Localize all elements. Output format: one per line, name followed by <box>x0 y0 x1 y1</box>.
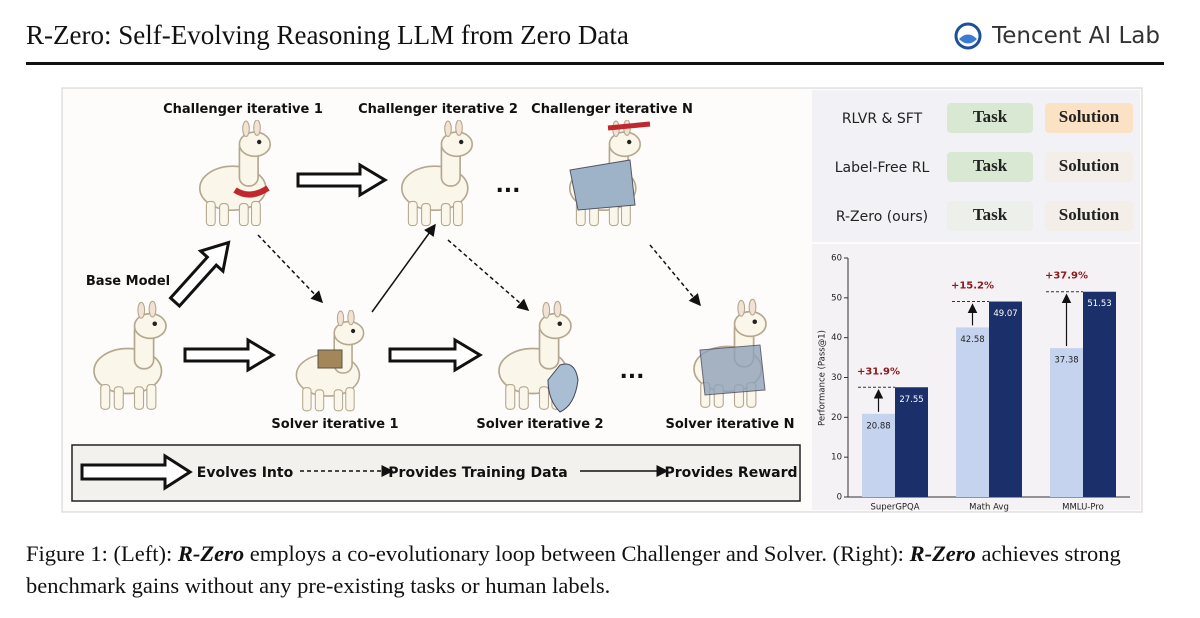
task-label: Task <box>973 156 1008 175</box>
legend-label: Provides Reward <box>664 465 797 481</box>
legend-label: Provides Training Data <box>388 465 567 481</box>
value-label: 51.53 <box>1087 299 1111 309</box>
caption-text: employs a co-evolutionary loop between C… <box>249 541 904 566</box>
legend-evolve-arrow <box>80 453 193 491</box>
task-cell <box>947 201 1033 231</box>
gain-label: +15.2% <box>951 281 994 292</box>
legend-label: Evolves Into <box>197 465 294 481</box>
data-arrow <box>257 234 324 304</box>
armor <box>699 344 766 396</box>
y-tick-label: 60 <box>831 254 842 264</box>
value-label: 49.07 <box>993 309 1017 319</box>
caption-text: achieves strong benchmark gains without … <box>26 541 1121 598</box>
logo: Tencent AI Lab <box>954 22 1160 50</box>
logo-wave <box>959 34 978 44</box>
legend-box <box>71 444 801 502</box>
logo-text: Tencent AI Lab <box>992 23 1160 49</box>
solution-cell <box>1045 152 1133 182</box>
data-arrow <box>649 244 701 307</box>
bar <box>862 413 895 497</box>
evolve-arrow <box>388 337 483 373</box>
logo-icon <box>954 22 982 50</box>
bar <box>956 327 989 497</box>
ellipsis: ... <box>619 359 644 384</box>
solution-cell <box>1045 103 1133 133</box>
y-tick-label: 30 <box>831 373 842 383</box>
value-label: 37.38 <box>1054 356 1078 366</box>
x-tick-label: MMLU-Pro <box>1062 503 1104 513</box>
bar <box>1083 291 1116 497</box>
method-label: R-Zero (ours) <box>836 209 928 225</box>
bar <box>989 301 1022 497</box>
x-tick-label: Math Avg <box>969 503 1009 513</box>
bar <box>895 387 928 497</box>
bar-chart: 0 10 20 30 40 50 60 SuperGPQA 20.88 27.55 +31.9% Ma… <box>831 254 1130 513</box>
y-axis-title: Performance (Pass@1) <box>818 330 828 426</box>
header-rule <box>26 62 1164 65</box>
y-tick-label: 50 <box>831 293 842 303</box>
solution-label: Solution <box>1059 156 1120 175</box>
x-tick-label: SuperGPQA <box>870 503 919 513</box>
data-arrow <box>447 239 530 311</box>
solution-label: Solution <box>1059 107 1120 126</box>
y-tick-label: 20 <box>831 413 842 423</box>
solution-label: Solution <box>1059 205 1120 224</box>
task-cell <box>947 103 1033 133</box>
reward-arrow <box>371 223 436 313</box>
y-tick-label: 40 <box>831 333 842 343</box>
solver-label: Solver iterative 2 <box>476 417 603 432</box>
value-label: 42.58 <box>960 335 984 345</box>
solver-label: Solver iterative N <box>665 417 794 432</box>
header-title: R-Zero: Self-Evolving Reasoning LLM from… <box>26 20 629 50</box>
caption-emphasis: R-Zero <box>177 541 245 566</box>
caption-emphasis: R-Zero <box>909 541 976 566</box>
challenger-label: Challenger iterative 2 <box>358 102 518 117</box>
solution-cell <box>1045 201 1133 231</box>
task-label: Task <box>973 205 1008 224</box>
evolve-arrow <box>168 240 231 309</box>
bar <box>1050 348 1083 497</box>
comparison-table: RLVR & SFT Task Solution Label-Free RL T… <box>835 103 1133 231</box>
evolve-arrow <box>183 337 276 373</box>
value-label: 27.55 <box>899 395 923 405</box>
evolve-arrow <box>296 162 388 198</box>
challenger-label: Challenger iterative 1 <box>163 102 323 117</box>
method-label: Label-Free RL <box>835 160 930 176</box>
value-label: 20.88 <box>866 421 890 431</box>
task-cell <box>947 152 1033 182</box>
caption: Figure 1: (Left): R-Zero employs a co-ev… <box>26 538 1176 602</box>
task-label: Task <box>973 107 1008 126</box>
solver-label: Solver iterative 1 <box>271 417 398 432</box>
gain-label: +37.9% <box>1045 271 1088 282</box>
satchel <box>317 349 343 369</box>
y-tick-label: 10 <box>831 453 842 463</box>
shield <box>547 363 579 413</box>
gain-label: +31.9% <box>857 366 900 377</box>
headband <box>607 121 651 131</box>
y-tick-label: 0 <box>837 493 842 503</box>
ellipsis: ... <box>495 173 520 198</box>
challenger-label: Challenger iterative N <box>531 102 693 117</box>
scarf <box>233 185 270 198</box>
method-label: RLVR & SFT <box>842 111 923 127</box>
base-model-label: Base Model <box>86 274 170 289</box>
armor <box>569 159 636 211</box>
caption-text: Figure 1: (Left): <box>26 541 173 566</box>
figure: Challenger iterative 1 Challenger iterat… <box>61 87 1143 513</box>
